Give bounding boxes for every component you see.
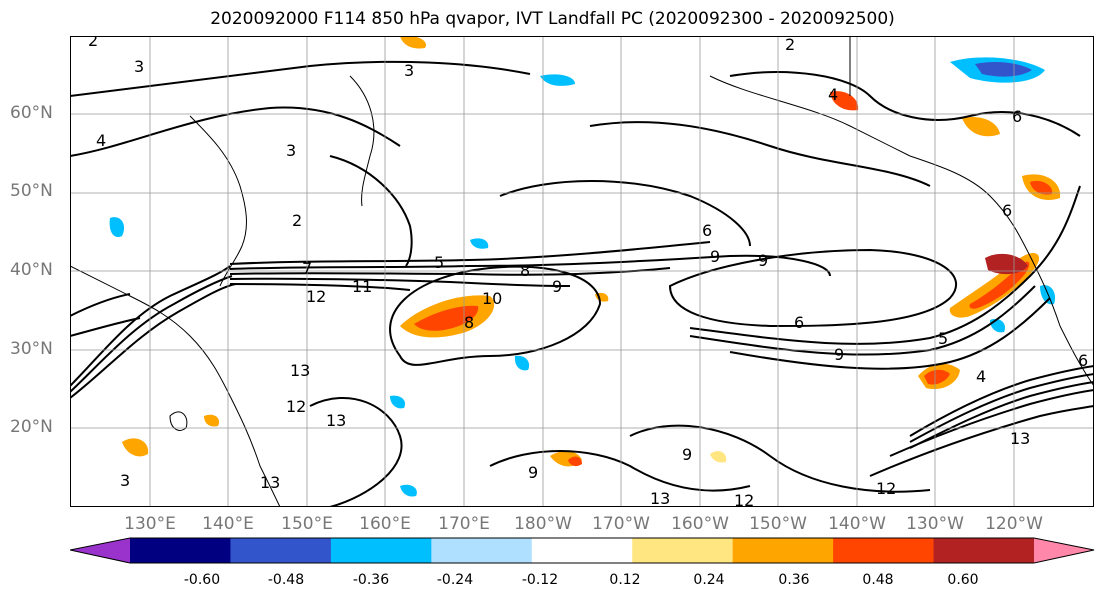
lon-label-170w: 170°W	[592, 514, 650, 534]
colorbar-segment	[531, 538, 633, 563]
colorbar	[70, 537, 1095, 564]
contour-label: 12	[876, 479, 896, 498]
contour-label: 6	[1002, 201, 1012, 220]
contour-label: 6	[702, 221, 712, 240]
contour-labels: 2 3 4 2 3 3 2 12 11 7 5 6 8 9 9 9 10 8 6…	[88, 36, 1088, 507]
contour-label: 13	[650, 489, 670, 507]
ivt-contours	[70, 60, 1094, 507]
contour-label: 2	[292, 211, 302, 230]
colorbar-segment	[431, 538, 533, 563]
contour-label: 6	[1078, 351, 1088, 370]
colorbar-outline	[70, 537, 1095, 564]
contour-label: 4	[976, 367, 986, 386]
contour-label: 9	[552, 277, 562, 296]
contour-label: 3	[120, 471, 130, 490]
colorbar-segment	[330, 538, 432, 563]
contour-label: 9	[834, 345, 844, 364]
lat-label-20n: 20°N	[10, 417, 53, 437]
colorbar-segment	[933, 538, 1035, 563]
colorbar-tick: 0.60	[947, 572, 979, 588]
lat-lon-grid	[70, 36, 1094, 507]
colorbar-tick: -0.24	[436, 572, 474, 588]
coastlines	[70, 36, 1094, 507]
colorbar-segment	[130, 538, 231, 563]
lon-label-180w: 180°W	[514, 514, 572, 534]
lon-label-130e: 130°E	[124, 514, 176, 534]
colorbar-tick: -0.48	[267, 572, 305, 588]
contour-label: 13	[260, 473, 280, 492]
contour-label: 7	[302, 259, 312, 278]
contour-label: 5	[938, 329, 948, 348]
lon-label-140w: 140°W	[828, 514, 886, 534]
contour-label: 3	[286, 141, 296, 160]
contour-label: 2	[88, 36, 98, 50]
colorbar-tick: 0.12	[609, 572, 641, 588]
lon-label-130w: 130°W	[906, 514, 964, 534]
lon-label-140e: 140°E	[202, 514, 254, 534]
colorbar-tick: -0.36	[352, 572, 390, 588]
contour-label: 9	[528, 463, 538, 482]
lon-label-160e: 160°E	[359, 514, 411, 534]
contour-label: 8	[464, 313, 474, 332]
colorbar-segment	[833, 538, 935, 563]
contour-label: 8	[520, 261, 530, 280]
colorbar-extend-low	[70, 538, 130, 563]
contour-label: 9	[758, 251, 768, 270]
contour-label: 12	[734, 491, 754, 507]
lon-label-150w: 150°W	[749, 514, 807, 534]
colorbar-tick: 0.24	[693, 572, 725, 588]
lat-label-50n: 50°N	[10, 181, 53, 201]
lat-label-30n: 30°N	[10, 339, 53, 359]
lat-label-60n: 60°N	[10, 103, 53, 123]
contour-label: 4	[96, 131, 106, 150]
lat-label-40n: 40°N	[10, 260, 53, 280]
contour-label: 9	[682, 445, 692, 464]
colorbar-tick: -0.60	[183, 572, 221, 588]
contour-label: 11	[352, 277, 372, 296]
contour-label: 3	[404, 61, 414, 80]
anomaly-shading	[109, 36, 1061, 497]
contour-label: 3	[134, 57, 144, 76]
contour-label: 13	[290, 361, 310, 380]
contour-label: 9	[710, 247, 720, 266]
contour-label: 13	[326, 411, 346, 430]
lon-label-160w: 160°W	[671, 514, 729, 534]
colorbar-tick: 0.48	[862, 572, 894, 588]
contour-label: 13	[1010, 429, 1030, 448]
lon-label-120w: 120°W	[985, 514, 1043, 534]
lon-label-150e: 150°E	[281, 514, 333, 534]
contour-label: 10	[482, 289, 502, 308]
colorbar-extend-high	[1034, 538, 1094, 563]
contour-label: 2	[785, 36, 795, 54]
contour-label: 6	[1012, 107, 1022, 126]
map-panel: 2 3 4 2 3 3 2 12 11 7 5 6 8 9 9 9 10 8 6…	[70, 36, 1094, 507]
colorbar-segment	[632, 538, 734, 563]
colorbar-segments	[70, 538, 1094, 563]
contour-label: 12	[306, 287, 326, 306]
colorbar-tick: 0.36	[778, 572, 810, 588]
map-border	[70, 36, 1094, 507]
contour-label: 6	[794, 313, 804, 332]
contour-label: 12	[286, 397, 306, 416]
colorbar-segment	[732, 538, 834, 563]
lon-label-170e: 170°E	[438, 514, 490, 534]
map-background	[70, 36, 1094, 507]
contour-label: 5	[434, 253, 444, 272]
map-title: 2020092000 F114 850 hPa qvapor, IVT Land…	[210, 9, 895, 29]
colorbar-segment	[230, 538, 332, 563]
colorbar-tick: -0.12	[521, 572, 559, 588]
contour-label: 4	[828, 85, 838, 104]
